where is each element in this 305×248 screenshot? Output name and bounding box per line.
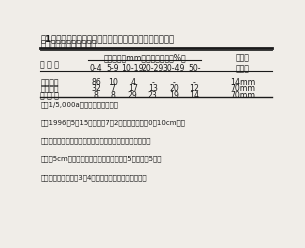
Text: 表1　コヒメビエの出芽深度の頻度分布と最大出芽深度に: 表1 コヒメビエの出芽深度の頻度分布と最大出芽深度に	[41, 34, 175, 43]
Text: 及ぼす水管理の影響: 及ぼす水管理の影響	[41, 40, 97, 49]
Text: 畑 水 分: 畑 水 分	[41, 91, 59, 100]
Text: 50-: 50-	[188, 64, 200, 73]
Text: 32: 32	[91, 84, 101, 93]
Text: 落水した。播種後3～4週間目に抜き取り調査した。: 落水した。播種後3～4週間目に抜き取り調査した。	[41, 174, 147, 181]
Text: 7: 7	[110, 84, 115, 93]
Text: 1996年5月15日および7月2日に，土壌表層0～10cmに種: 1996年5月15日および7月2日に，土壌表層0～10cmに種	[41, 120, 185, 126]
Text: 14mm: 14mm	[230, 78, 255, 87]
Text: 0-4: 0-4	[90, 64, 102, 73]
Text: 一時落水: 一時落水	[41, 84, 59, 93]
Text: 14: 14	[189, 91, 199, 100]
Text: 10-19: 10-19	[121, 64, 144, 73]
Text: -: -	[193, 78, 196, 87]
Text: 23: 23	[148, 91, 158, 100]
Text: 芽深度: 芽深度	[236, 64, 249, 73]
Text: 常時湛水: 常時湛水	[41, 78, 59, 87]
Text: 8: 8	[94, 91, 99, 100]
Text: 30-49: 30-49	[163, 64, 185, 73]
Text: 4: 4	[130, 78, 135, 87]
Text: 注）1/5,000aポット，屋外条件。: 注）1/5,000aポット，屋外条件。	[41, 101, 118, 108]
Text: 70mm: 70mm	[230, 91, 255, 100]
Text: 水 管 理: 水 管 理	[41, 60, 59, 69]
Text: 86: 86	[91, 78, 101, 87]
Text: 20-29: 20-29	[142, 64, 164, 73]
Text: 29: 29	[128, 91, 138, 100]
Text: 70mm: 70mm	[230, 84, 255, 93]
Text: -: -	[173, 78, 175, 87]
Text: 子を混和し，常時湛水および一時落水では湛水後土壌表: 子を混和し，常時湛水および一時落水では湛水後土壌表	[41, 138, 151, 144]
Text: 10: 10	[108, 78, 117, 87]
Text: 8: 8	[110, 91, 115, 100]
Text: 13: 13	[148, 84, 158, 93]
Text: 5-9: 5-9	[106, 64, 119, 73]
Text: -: -	[151, 78, 154, 87]
Text: 最大出: 最大出	[236, 53, 249, 62]
Text: 12: 12	[189, 84, 199, 93]
Text: 20: 20	[169, 84, 179, 93]
Text: 出芽深度（mm）の頻度分布（%）: 出芽深度（mm）の頻度分布（%）	[104, 53, 186, 62]
Text: 層約5cmを覆抹した。一時落水は播種後5日目から5日間: 層約5cmを覆抹した。一時落水は播種後5日目から5日間	[41, 156, 162, 162]
Text: 17: 17	[128, 84, 138, 93]
Text: 19: 19	[169, 91, 179, 100]
